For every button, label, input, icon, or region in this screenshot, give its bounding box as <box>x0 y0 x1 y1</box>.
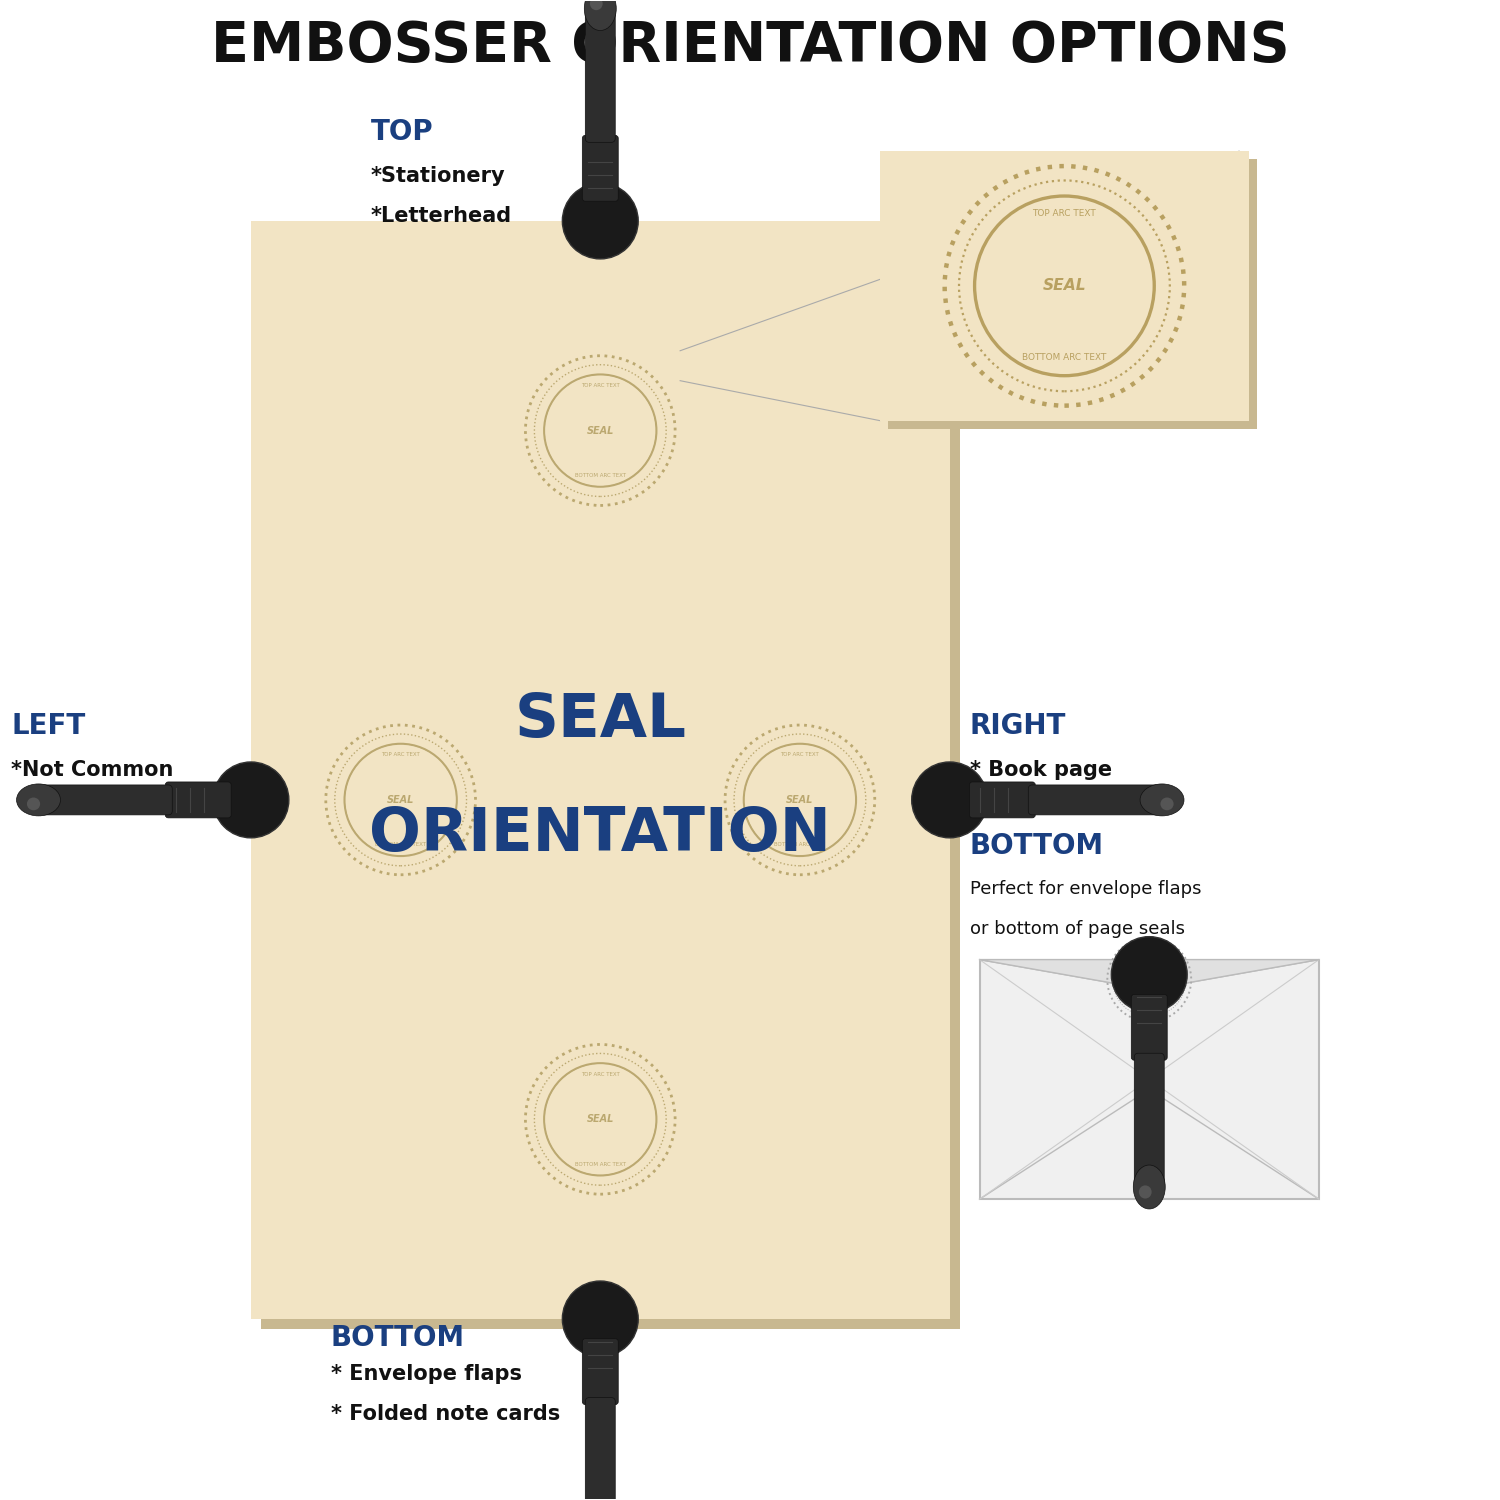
Text: * Envelope flaps: * Envelope flaps <box>332 1364 522 1384</box>
FancyBboxPatch shape <box>251 220 950 1318</box>
Ellipse shape <box>1138 1185 1152 1198</box>
Text: BOTTOM: BOTTOM <box>969 833 1104 860</box>
Circle shape <box>546 1065 656 1174</box>
Text: SEAL: SEAL <box>786 795 813 806</box>
Text: * Book page: * Book page <box>969 760 1112 780</box>
Circle shape <box>562 1281 638 1358</box>
Ellipse shape <box>1134 1166 1166 1209</box>
Ellipse shape <box>27 798 40 810</box>
Text: SEAL: SEAL <box>514 690 687 750</box>
Text: BOTTOM ARC TEXT: BOTTOM ARC TEXT <box>1130 1002 1168 1007</box>
Circle shape <box>746 746 855 855</box>
Text: EMBOSSER ORIENTATION OPTIONS: EMBOSSER ORIENTATION OPTIONS <box>210 20 1290 74</box>
Ellipse shape <box>1140 784 1184 816</box>
Text: BOTTOM: BOTTOM <box>332 1324 465 1352</box>
FancyBboxPatch shape <box>582 1338 618 1404</box>
Text: or bottom of page seals: or bottom of page seals <box>969 920 1185 938</box>
FancyBboxPatch shape <box>165 782 231 818</box>
Text: ORIENTATION: ORIENTATION <box>369 806 831 864</box>
Text: TOP ARC TEXT: TOP ARC TEXT <box>780 753 819 758</box>
Text: BOTTOM ARC TEXT: BOTTOM ARC TEXT <box>375 843 426 848</box>
Ellipse shape <box>1161 798 1173 810</box>
FancyBboxPatch shape <box>1134 1053 1164 1191</box>
Circle shape <box>562 183 638 260</box>
Text: SEAL: SEAL <box>1140 976 1160 982</box>
Text: BOTTOM ARC TEXT: BOTTOM ARC TEXT <box>1022 352 1107 362</box>
Text: RIGHT: RIGHT <box>969 712 1066 740</box>
FancyBboxPatch shape <box>582 135 618 201</box>
Polygon shape <box>980 960 1318 990</box>
Text: TOP ARC TEXT: TOP ARC TEXT <box>1134 952 1164 957</box>
Text: TOP ARC TEXT: TOP ARC TEXT <box>1032 210 1096 219</box>
Circle shape <box>546 376 656 484</box>
Text: SEAL: SEAL <box>586 1114 613 1125</box>
Circle shape <box>1119 950 1180 1010</box>
Text: TOP ARC TEXT: TOP ARC TEXT <box>381 753 420 758</box>
Circle shape <box>912 762 987 839</box>
FancyBboxPatch shape <box>585 4 615 142</box>
Text: SEAL: SEAL <box>1042 279 1086 294</box>
Circle shape <box>346 746 456 855</box>
FancyBboxPatch shape <box>261 231 960 1329</box>
Text: *Not Common: *Not Common <box>12 760 174 780</box>
Text: TOP ARC TEXT: TOP ARC TEXT <box>580 1072 620 1077</box>
Text: * Folded note cards: * Folded note cards <box>332 1404 560 1423</box>
Ellipse shape <box>16 784 60 816</box>
FancyBboxPatch shape <box>880 152 1250 420</box>
FancyBboxPatch shape <box>585 1398 615 1500</box>
Text: TOP: TOP <box>370 118 434 146</box>
FancyBboxPatch shape <box>969 782 1035 818</box>
Text: BOTTOM ARC TEXT: BOTTOM ARC TEXT <box>774 843 825 848</box>
FancyBboxPatch shape <box>888 159 1257 429</box>
Text: BOTTOM ARC TEXT: BOTTOM ARC TEXT <box>574 472 626 478</box>
Text: TOP ARC TEXT: TOP ARC TEXT <box>580 382 620 388</box>
Circle shape <box>1112 936 1186 1013</box>
Ellipse shape <box>585 0 616 30</box>
FancyBboxPatch shape <box>1029 784 1166 814</box>
Text: LEFT: LEFT <box>12 712 86 740</box>
Text: BOTTOM ARC TEXT: BOTTOM ARC TEXT <box>574 1161 626 1167</box>
FancyBboxPatch shape <box>1131 994 1167 1060</box>
Circle shape <box>213 762 290 839</box>
Circle shape <box>976 198 1152 374</box>
Text: SEAL: SEAL <box>586 426 613 435</box>
Text: *Letterhead: *Letterhead <box>370 206 512 226</box>
Text: *Stationery: *Stationery <box>370 166 506 186</box>
Text: SEAL: SEAL <box>387 795 414 806</box>
Ellipse shape <box>590 0 603 10</box>
FancyBboxPatch shape <box>34 784 172 814</box>
Text: Perfect for envelope flaps: Perfect for envelope flaps <box>969 880 1202 898</box>
FancyBboxPatch shape <box>980 960 1318 1198</box>
